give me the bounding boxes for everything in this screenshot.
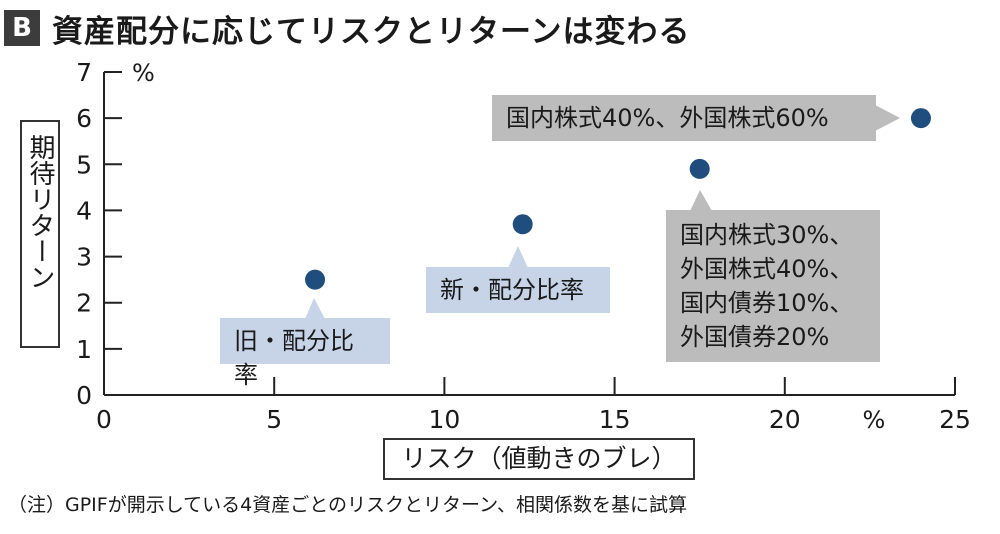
annotation-mix-line: 国内債券10%、 [680,289,854,317]
annotation-mixed-allocation: 国内株式30%、 外国株式40%、 国内債券10%、 外国債券20% [666,210,880,362]
data-point [689,158,710,179]
x-tick-label: 10 [428,405,460,434]
y-tick-label: 3 [76,243,92,272]
x-tick-label: 0 [96,405,112,434]
y-tick-label: 6 [76,104,92,133]
x-tick-label: 25 [939,405,971,434]
y-tick-label: 0 [76,381,92,410]
chart-title: 資産配分に応じてリスクとリターンは変わる [52,13,691,50]
data-point [305,269,326,290]
annotation-pointer [508,246,528,268]
x-tick-label: 20 [769,405,801,434]
x-tick-label: 5 [266,405,282,434]
annotation-old-allocation: 旧・配分比率 [220,318,390,389]
y-axis-label-box: 期待リターン [20,120,60,348]
annotation-pointer [875,105,900,131]
y-tick-label: 5 [76,150,92,179]
x-axis-label-box: リスク（値動きのブレ） [383,438,695,480]
annotation-equity-allocation: 国内株式40%、外国株式60% [492,95,876,141]
data-point [910,108,931,129]
annotation-equity-text: 国内株式40%、外国株式60% [506,104,829,132]
y-tick-label: 4 [76,196,92,225]
annotation-new-text: 新・配分比率 [440,276,584,304]
annotation-mix-line: 外国株式40%、 [680,255,854,283]
section-badge: B [4,10,40,46]
y-unit-label: % [132,59,155,87]
y-tick-label: 1 [76,335,92,364]
annotation-pointer [305,298,325,319]
y-tick-label: 7 [76,58,92,87]
x-tick-label: 15 [599,405,631,434]
annotation-new-allocation: 新・配分比率 [426,267,610,313]
chart-header: B 資産配分に応じてリスクとリターンは変わる [0,6,690,50]
y-axis-label: 期待リターン [25,134,55,290]
x-unit-label: % [862,406,885,434]
annotation-old-text: 旧・配分比率 [234,327,354,389]
x-axis-label: リスク（値動きのブレ） [401,444,677,473]
annotation-mix-line: 外国債券20% [680,323,830,351]
data-point [512,214,533,235]
annotation-pointer [690,190,712,211]
y-tick-label: 2 [76,289,92,318]
footnote: （注）GPIFが開示している4資産ごとのリスクとリターン、相関係数を基に試算 [8,494,687,516]
annotation-mix-line: 国内株式30%、 [680,221,854,249]
